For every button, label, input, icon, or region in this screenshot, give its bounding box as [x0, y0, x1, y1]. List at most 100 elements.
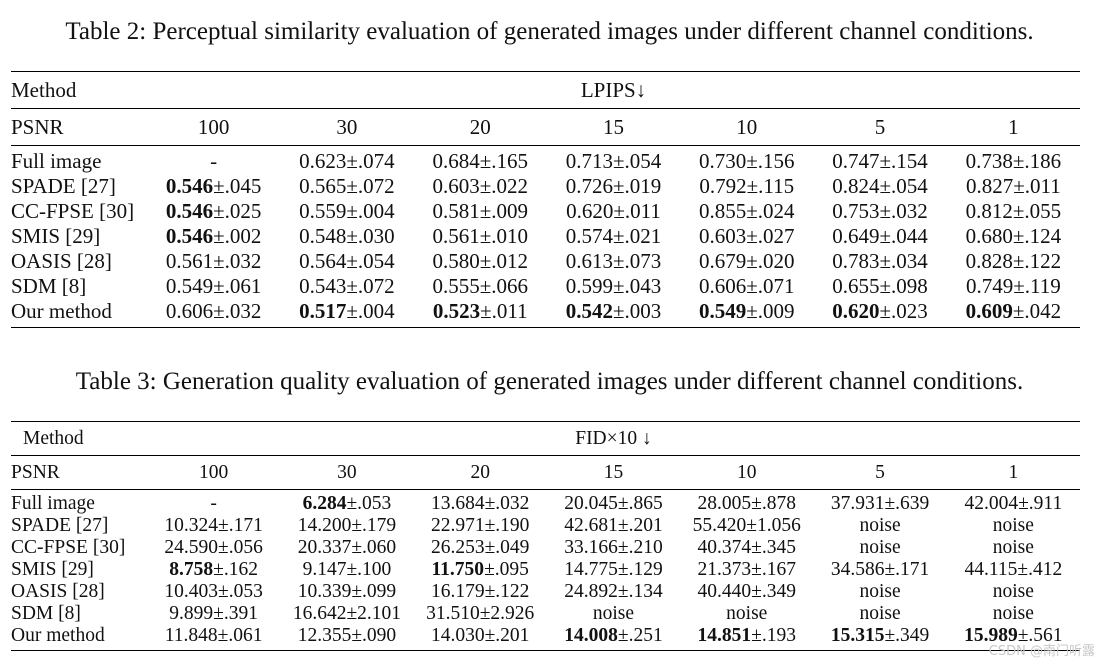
table-cell: 0.603±.027 — [680, 224, 813, 249]
table-cell: 24.590±.056 — [147, 537, 280, 559]
cell-std: ±.045 — [213, 174, 262, 198]
cell-std: ±.061 — [213, 274, 262, 298]
best-value: 0.523 — [432, 299, 481, 323]
cell-value: 34.586 — [830, 559, 885, 580]
table-cell: 28.005±.878 — [680, 489, 814, 515]
table-cell: 44.115±.412 — [947, 559, 1080, 581]
cell-value: 55.420 — [692, 515, 747, 536]
cell-std: ±.349 — [751, 581, 796, 602]
table-cell: 14.030±.201 — [413, 625, 547, 651]
cell-std: ±.098 — [879, 274, 928, 298]
cell-value: 40.374 — [697, 537, 752, 558]
method-name: SMIS [29] — [11, 559, 94, 580]
cell-std: ±.171 — [884, 559, 930, 580]
table-cell: 0.542±.003 — [546, 299, 681, 328]
table-cell: noise — [813, 515, 946, 537]
cell-std: ±.073 — [612, 249, 662, 273]
best-value: 0.542 — [565, 299, 613, 323]
cell-std: ±.865 — [617, 493, 663, 514]
best-value: 0.609 — [965, 299, 1013, 323]
psnr-value: 30 — [280, 455, 414, 490]
table-cell: 0.620±.023 — [813, 299, 947, 328]
table-cell: 0.609±.042 — [946, 299, 1080, 328]
table-cell: 31.510±2.926 — [414, 603, 547, 625]
cell-std: ±.154 — [879, 149, 928, 173]
psnr-value: 30 — [280, 108, 414, 146]
cell-std: ±.561 — [1017, 625, 1063, 646]
table-cell: 9.147±.100 — [280, 559, 413, 581]
cell-value: 37.931 — [830, 493, 885, 514]
table-cell: 55.420±1.056 — [680, 515, 813, 537]
cell-std: ±.122 — [1012, 249, 1062, 273]
cell-std: ±.003 — [612, 299, 662, 323]
cell-std: ±.055 — [1012, 199, 1062, 223]
psnr-value: 1 — [946, 108, 1080, 146]
table-cell: 11.750±.095 — [414, 559, 547, 581]
table-cell: 16.179±.122 — [414, 581, 547, 603]
table-cell: 0.581±.009 — [414, 199, 547, 224]
cell-std: ±.011 — [613, 199, 661, 223]
cell-value: 0.827 — [965, 174, 1014, 198]
cell-std: ±.911 — [1018, 493, 1063, 514]
method-name: Full image — [11, 489, 147, 515]
cell-std: ±.072 — [346, 174, 395, 198]
cell-std: ±.165 — [479, 149, 528, 173]
cell-std: ±.043 — [612, 274, 662, 298]
cell-value: 20.045 — [564, 493, 618, 514]
cell-value: 28.005 — [697, 493, 752, 514]
table-cell: 0.561±.032 — [147, 249, 280, 274]
cell-std: ±1.056 — [746, 515, 801, 536]
cell-value: 13.684 — [430, 493, 485, 514]
table-cell: noise — [680, 603, 813, 625]
cell-std: ±.027 — [746, 224, 795, 248]
table-cell: 9.899±.391 — [147, 603, 280, 625]
table-cell: 0.747±.154 — [813, 145, 947, 174]
table-cell: 0.549±.061 — [147, 274, 280, 299]
table-cell: noise — [947, 581, 1080, 603]
table-cell: 0.603±.022 — [414, 174, 547, 199]
best-value: 11.750 — [431, 559, 485, 580]
best-value: 8.758 — [169, 559, 214, 580]
cell-std: ±.412 — [1017, 559, 1063, 580]
cell-value: 14.775 — [564, 559, 618, 580]
best-value: 6.284 — [302, 493, 347, 514]
table-cell: 26.253±.049 — [414, 537, 547, 559]
cell-std: ±.099 — [351, 581, 397, 602]
table-cell: noise — [947, 603, 1080, 625]
table-cell: 0.855±.024 — [680, 199, 813, 224]
table-cell: 0.546±.045 — [147, 174, 280, 199]
cell-value: 31.510 — [426, 603, 480, 624]
cell-std: ±.032 — [879, 199, 928, 223]
table-cell: 22.971±.190 — [414, 515, 547, 537]
cell-std: ±.030 — [346, 224, 395, 248]
cell-value: 0.564 — [299, 249, 347, 273]
table-cell: 14.775±.129 — [547, 559, 680, 581]
table-cell: 0.613±.073 — [547, 249, 680, 274]
cell-std: ±.129 — [617, 559, 663, 580]
cell-value: 26.253 — [430, 537, 485, 558]
cell-value: 11.848 — [164, 625, 218, 646]
table-cell: 42.681±.201 — [547, 515, 680, 537]
table-cell: 0.599±.043 — [547, 274, 680, 299]
table-row: SDM [8] 9.899±.391 16.642±2.101 31.510±2.92… — [11, 603, 1080, 625]
table-cell: 0.827±.011 — [947, 174, 1080, 199]
cell-std: ±.023 — [879, 299, 928, 323]
table-cell: 6.284±.053 — [280, 489, 414, 515]
cell-value: 0.574 — [565, 224, 613, 248]
cell-std: ±.186 — [1012, 149, 1062, 173]
cell-std: ±.115 — [746, 174, 795, 198]
table-cell: 42.004±.911 — [946, 489, 1080, 515]
cell-std: ±.012 — [479, 249, 528, 273]
psnr-value: 1 — [946, 455, 1080, 490]
method-name: Our method — [11, 299, 147, 328]
table-cell: 0.753±.032 — [813, 199, 946, 224]
cell-std: ±.162 — [213, 559, 258, 580]
best-value: 15.315 — [830, 625, 885, 646]
cell-std: ±.009 — [746, 299, 795, 323]
cell-std: ±.022 — [479, 174, 528, 198]
table-cell: 15.989±.561 — [946, 625, 1080, 651]
table-row: Full image -0.623±.074 0.684±.165 0.713±.05… — [11, 145, 1080, 174]
table-cell: 40.440±.349 — [680, 581, 813, 603]
table-3-fid: Method FID×10 ↓ PSNR 100 30 20 15 10 5 1… — [11, 421, 1080, 651]
cell-value: 10.403 — [164, 581, 219, 602]
